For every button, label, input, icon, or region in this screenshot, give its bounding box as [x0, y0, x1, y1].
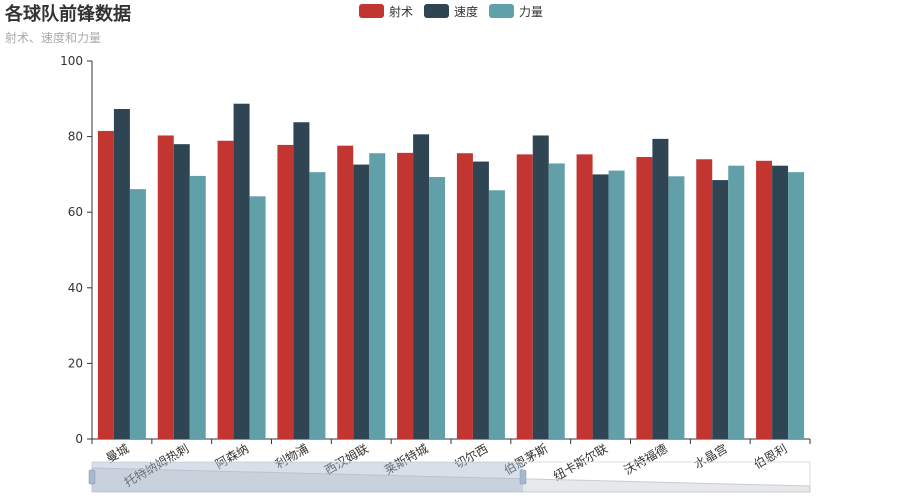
bar-1-6[interactable]	[472, 161, 489, 439]
bar-0-0[interactable]	[97, 130, 114, 439]
y-tick-label: 80	[68, 130, 83, 144]
legend-swatch	[424, 4, 449, 18]
bar-2-7[interactable]	[548, 163, 565, 440]
bars	[97, 103, 805, 440]
legend: 射术 速度 力量	[359, 4, 543, 19]
bar-0-7[interactable]	[516, 154, 533, 439]
x-tick-label: 伯恩利	[751, 441, 790, 472]
x-tick-label: 沃特福德	[621, 441, 670, 478]
y-tick-label: 0	[75, 432, 83, 446]
bar-1-0[interactable]	[113, 109, 130, 440]
zoom-handle-right[interactable]	[519, 469, 527, 485]
bar-1-10[interactable]	[712, 180, 729, 439]
bar-2-5[interactable]	[429, 177, 446, 439]
y-tick-label: 20	[68, 356, 83, 370]
bar-2-9[interactable]	[668, 176, 685, 440]
bar-1-5[interactable]	[413, 134, 430, 439]
bar-2-3[interactable]	[309, 172, 326, 439]
legend-item[interactable]: 速度	[424, 4, 478, 19]
bar-1-1[interactable]	[173, 144, 190, 439]
zoom-selected-range[interactable]	[92, 462, 523, 492]
bar-2-10[interactable]	[728, 165, 745, 439]
legend-item[interactable]: 射术	[359, 4, 413, 19]
bar-1-11[interactable]	[772, 165, 789, 439]
legend-label: 射术	[389, 4, 413, 19]
bar-1-9[interactable]	[652, 138, 669, 440]
bar-2-11[interactable]	[788, 172, 805, 439]
bar-0-6[interactable]	[456, 153, 473, 439]
bar-1-3[interactable]	[293, 122, 310, 440]
legend-swatch	[489, 4, 514, 18]
legend-label: 速度	[454, 4, 478, 19]
bar-2-6[interactable]	[488, 190, 505, 439]
bar-1-2[interactable]	[233, 103, 250, 440]
bar-0-4[interactable]	[337, 145, 354, 439]
chart-title: 各球队前锋数据	[4, 3, 131, 25]
legend-label: 力量	[519, 5, 543, 19]
zoom-handle-left[interactable]	[88, 469, 96, 485]
bar-2-8[interactable]	[608, 170, 625, 439]
bar-1-8[interactable]	[592, 174, 609, 439]
y-tick-label: 40	[68, 281, 83, 295]
x-tick-label: 水晶宫	[691, 441, 730, 472]
legend-swatch	[359, 4, 384, 18]
bar-2-0[interactable]	[129, 189, 146, 439]
bar-0-5[interactable]	[397, 152, 414, 439]
y-tick-label: 100	[60, 54, 83, 68]
bar-0-8[interactable]	[576, 154, 593, 439]
bar-1-7[interactable]	[532, 135, 549, 439]
bar-0-3[interactable]	[277, 144, 294, 439]
bar-0-10[interactable]	[696, 159, 713, 439]
y-tick-label: 60	[68, 205, 83, 219]
bar-0-2[interactable]	[217, 140, 234, 439]
bar-0-9[interactable]	[636, 157, 653, 439]
bar-0-11[interactable]	[756, 160, 773, 440]
bar-2-4[interactable]	[369, 153, 386, 439]
legend-item[interactable]: 力量	[489, 4, 543, 19]
chart-subtitle: 射术、速度和力量	[5, 30, 101, 45]
data-zoom-slider[interactable]	[88, 461, 811, 493]
bar-0-1[interactable]	[157, 135, 174, 439]
bar-2-2[interactable]	[249, 196, 266, 439]
bar-2-1[interactable]	[189, 175, 206, 440]
bar-1-4[interactable]	[353, 164, 370, 439]
